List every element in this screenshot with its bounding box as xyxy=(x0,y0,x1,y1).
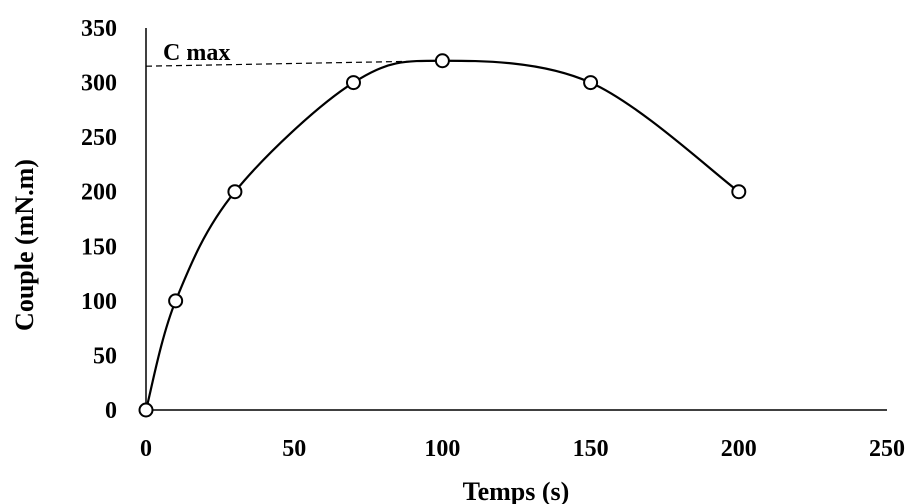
data-point xyxy=(345,75,361,91)
y-tick-label: 250 xyxy=(81,125,117,151)
y-tick-label: 100 xyxy=(81,289,117,315)
data-points xyxy=(138,53,747,418)
data-point xyxy=(227,184,243,200)
data-point xyxy=(434,53,450,69)
x-tick-label: 0 xyxy=(140,436,152,462)
y-tick-label: 300 xyxy=(81,71,117,97)
x-axis-title: Temps (s) xyxy=(463,477,570,504)
y-tick-label: 50 xyxy=(93,343,117,369)
data-point xyxy=(168,293,184,309)
c-max-annotation: C max xyxy=(163,40,230,66)
data-point xyxy=(138,402,154,418)
x-tick-label: 150 xyxy=(573,436,609,462)
y-axis-title: Couple (mN.m) xyxy=(10,159,39,331)
x-tick-label: 100 xyxy=(424,436,460,462)
y-tick-label: 200 xyxy=(81,180,117,206)
x-tick-label: 50 xyxy=(282,436,306,462)
x-tick-label: 200 xyxy=(721,436,757,462)
y-tick-label: 150 xyxy=(81,234,117,260)
series-curve xyxy=(144,59,740,411)
axes xyxy=(145,28,887,411)
x-tick-labels: 0 50 100 150 200 250 xyxy=(140,436,905,462)
data-point xyxy=(583,75,599,91)
x-tick-label: 250 xyxy=(869,436,905,462)
data-point xyxy=(731,184,747,200)
y-tick-label: 0 xyxy=(105,398,117,424)
y-tick-labels: 0 50 100 150 200 250 300 350 xyxy=(81,16,117,424)
y-tick-label: 350 xyxy=(81,16,117,42)
